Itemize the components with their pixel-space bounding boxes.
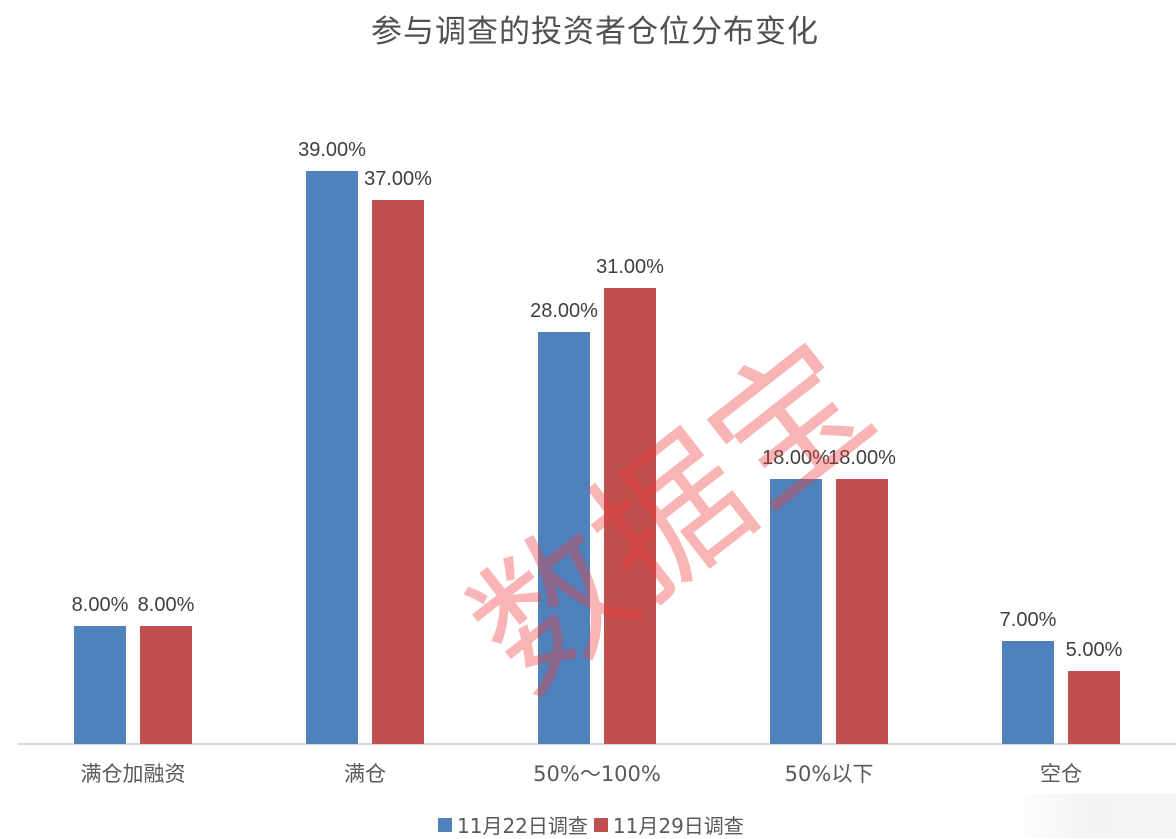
category-label: 满仓 (344, 762, 386, 786)
legend-label: 11月22日调查 (457, 814, 588, 838)
bar-series2 (1068, 670, 1120, 744)
data-label: 18.00% (762, 447, 830, 470)
data-label: 7.00% (999, 609, 1057, 632)
data-label: 8.00% (137, 594, 195, 617)
x-axis-line (18, 743, 1176, 745)
legend-label: 11月29日调查 (612, 814, 744, 838)
data-label: 5.00% (1065, 638, 1123, 661)
bar-series2 (140, 626, 192, 744)
data-label: 31.00% (596, 256, 664, 279)
data-label: 28.00% (530, 300, 598, 323)
legend-swatch-icon (593, 817, 608, 832)
bar-series2 (604, 288, 656, 744)
bar-series2 (372, 200, 424, 744)
category-label: 50%～100% (533, 762, 661, 786)
data-label: 37.00% (364, 168, 432, 191)
category-label: 空仓 (1040, 762, 1082, 786)
legend-item: 11月29日调查 (593, 810, 744, 839)
bar-series1 (74, 626, 126, 744)
bar-series2 (836, 479, 888, 744)
bar-series1 (1002, 641, 1054, 744)
corner-watermark (1006, 794, 1176, 838)
legend-item: 11月22日调查 (438, 810, 588, 839)
legend: 11月22日调查 11月29日调查 (438, 810, 750, 839)
bar-series1 (306, 170, 358, 744)
category-label: 满仓加融资 (80, 762, 186, 786)
legend-swatch-icon (438, 817, 452, 832)
data-label: 18.00% (828, 447, 896, 470)
category-label: 50%以下 (784, 762, 874, 786)
data-label: 39.00% (298, 138, 366, 161)
bar-series1 (538, 332, 590, 744)
bar-series1 (770, 479, 822, 744)
chart-title: 参与调查的投资者仓位分布变化 (371, 14, 819, 50)
data-label: 8.00% (71, 594, 129, 617)
